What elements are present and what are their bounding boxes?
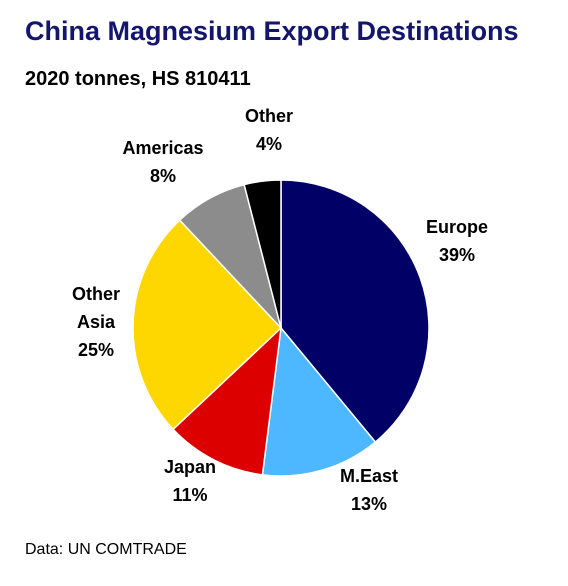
pie-slice-japan	[172, 326, 283, 476]
pie-labels: Europe 39% M.East 13% Japan 11% Other Asia 25% Am…	[72, 106, 488, 514]
slice-label-other: Other 4%	[245, 106, 293, 154]
slice-label-other-asia: Other Asia 25%	[72, 284, 120, 360]
slice-label-japan: Japan 11%	[164, 457, 216, 505]
slice-label-m-east: M.East 13%	[340, 466, 398, 514]
pie-slices	[132, 179, 430, 477]
chart-subtitle: 2020 tonnes, HS 810411	[25, 68, 251, 90]
pie-slice-europe	[280, 179, 430, 444]
chart-title: China Magnesium Export Destinations	[25, 16, 519, 46]
source-note: Data: UN COMTRADE	[25, 541, 187, 558]
slice-label-europe: Europe 39%	[426, 217, 488, 265]
pie-slice-other-asia	[132, 219, 283, 431]
slice-label-americas: Americas 8%	[122, 138, 203, 186]
pie-slice-m-east	[261, 326, 377, 477]
pie-slice-other	[243, 179, 282, 329]
